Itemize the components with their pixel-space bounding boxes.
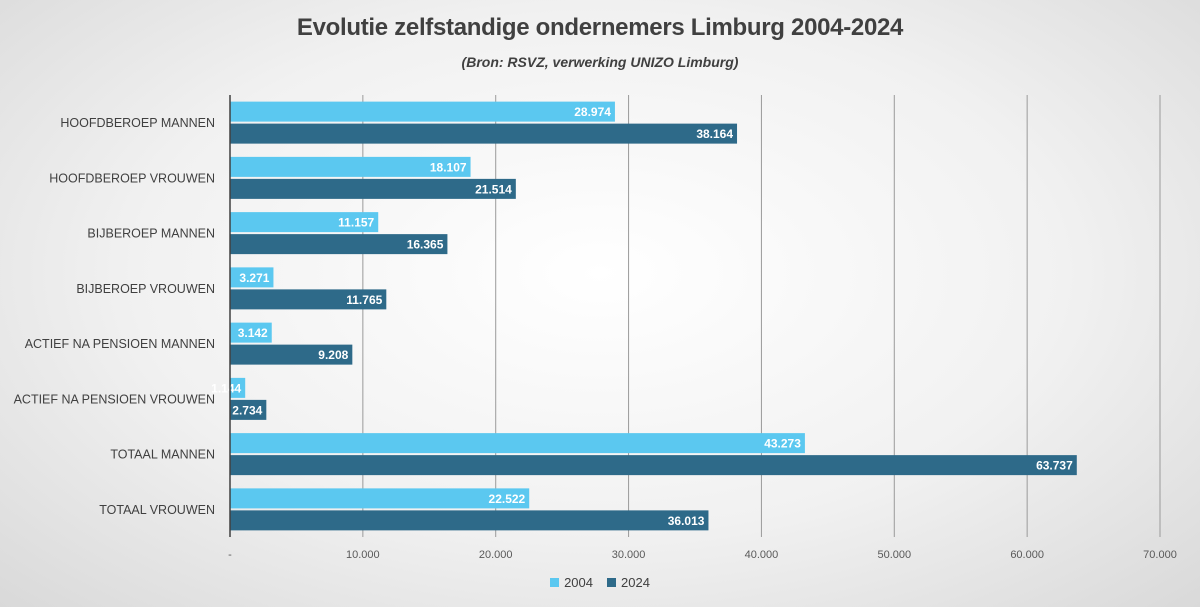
x-tick-label: 60.000 bbox=[1010, 549, 1044, 561]
bar-2004[interactable] bbox=[230, 377, 246, 398]
data-label-2024: 16.365 bbox=[407, 238, 444, 252]
category-label: ACTIEF NA PENSIOEN MANNEN bbox=[25, 337, 215, 351]
bar-2004[interactable] bbox=[230, 212, 379, 233]
data-label-2024: 2.734 bbox=[232, 403, 262, 417]
data-label-2004: 18.107 bbox=[430, 160, 467, 174]
data-label-2004: 11.157 bbox=[338, 216, 374, 230]
bar-2024[interactable] bbox=[230, 123, 738, 144]
bar-2004[interactable] bbox=[230, 101, 615, 122]
bar-2024[interactable] bbox=[230, 399, 267, 420]
x-tick-labels: - 10.000 20.000 30.000 40.000 50.000 60.000 70.… bbox=[228, 549, 1177, 561]
legend-item-2024[interactable]: 2024 bbox=[607, 575, 650, 590]
legend: 2004 2024 bbox=[0, 575, 1200, 590]
data-labels: 28.974 38.164 18.107 21.514 11.157 16.365 3.27… bbox=[211, 105, 1073, 528]
category-label: TOTAAL VROUWEN bbox=[99, 503, 215, 517]
data-label-2004: 3.142 bbox=[238, 326, 268, 340]
bar-2004[interactable] bbox=[230, 267, 274, 288]
category-label: HOOFDBEROEP VROUWEN bbox=[49, 171, 215, 185]
data-label-2024: 21.514 bbox=[475, 182, 512, 196]
bar-2024[interactable] bbox=[230, 178, 516, 199]
category-labels: HOOFDBEROEP MANNEN HOOFDBEROEP VROUWEN BIJ… bbox=[14, 116, 215, 517]
legend-swatch-2024 bbox=[607, 578, 616, 587]
category-label: TOTAAL MANNEN bbox=[110, 448, 215, 462]
bar-2004[interactable] bbox=[230, 322, 272, 343]
category-label: HOOFDBEROEP MANNEN bbox=[60, 116, 215, 130]
data-label-2024: 63.737 bbox=[1036, 459, 1073, 473]
bar-2004[interactable] bbox=[230, 433, 805, 454]
category-label: BIJBEROEP MANNEN bbox=[87, 227, 215, 241]
x-tick-label: 50.000 bbox=[877, 549, 911, 561]
data-label-2004: 1.144 bbox=[211, 381, 241, 395]
x-tick-label: 70.000 bbox=[1143, 549, 1177, 561]
category-label: ACTIEF NA PENSIOEN VROUWEN bbox=[14, 392, 215, 406]
data-label-2004: 22.522 bbox=[489, 492, 526, 506]
legend-swatch-2004 bbox=[550, 578, 560, 587]
bars bbox=[230, 101, 1077, 531]
legend-item-2004[interactable]: 2004 bbox=[550, 575, 593, 590]
data-label-2024: 9.208 bbox=[318, 348, 348, 362]
data-label-2004: 28.974 bbox=[574, 105, 611, 119]
data-label-2024: 36.013 bbox=[668, 514, 705, 528]
chart-subtitle: (Bron: RSVZ, verwerking UNIZO Limburg) bbox=[461, 54, 739, 70]
x-tick-label: - bbox=[228, 549, 232, 561]
data-label-2004: 43.273 bbox=[764, 437, 801, 451]
category-label: BIJBEROEP VROUWEN bbox=[76, 282, 215, 296]
chart-title: Evolutie zelfstandige ondernemers Limbur… bbox=[296, 14, 904, 41]
legend-label-2024: 2024 bbox=[621, 575, 650, 590]
x-tick-label: 20.000 bbox=[479, 549, 513, 561]
bar-2024[interactable] bbox=[230, 510, 709, 531]
legend-label-2004: 2004 bbox=[564, 575, 593, 590]
bar-2024[interactable] bbox=[230, 234, 448, 255]
x-tick-label: 40.000 bbox=[745, 549, 779, 561]
bar-2004[interactable] bbox=[230, 156, 471, 177]
x-tick-label: 30.000 bbox=[612, 549, 646, 561]
data-label-2024: 38.164 bbox=[696, 127, 733, 141]
bar-2004[interactable] bbox=[230, 488, 530, 509]
data-label-2004: 3.271 bbox=[239, 271, 269, 285]
bar-2024[interactable] bbox=[230, 289, 387, 310]
bar-2024[interactable] bbox=[230, 455, 1077, 476]
x-tick-label: 10.000 bbox=[346, 549, 380, 561]
bar-2024[interactable] bbox=[230, 344, 353, 365]
data-label-2024: 11.765 bbox=[346, 293, 382, 307]
